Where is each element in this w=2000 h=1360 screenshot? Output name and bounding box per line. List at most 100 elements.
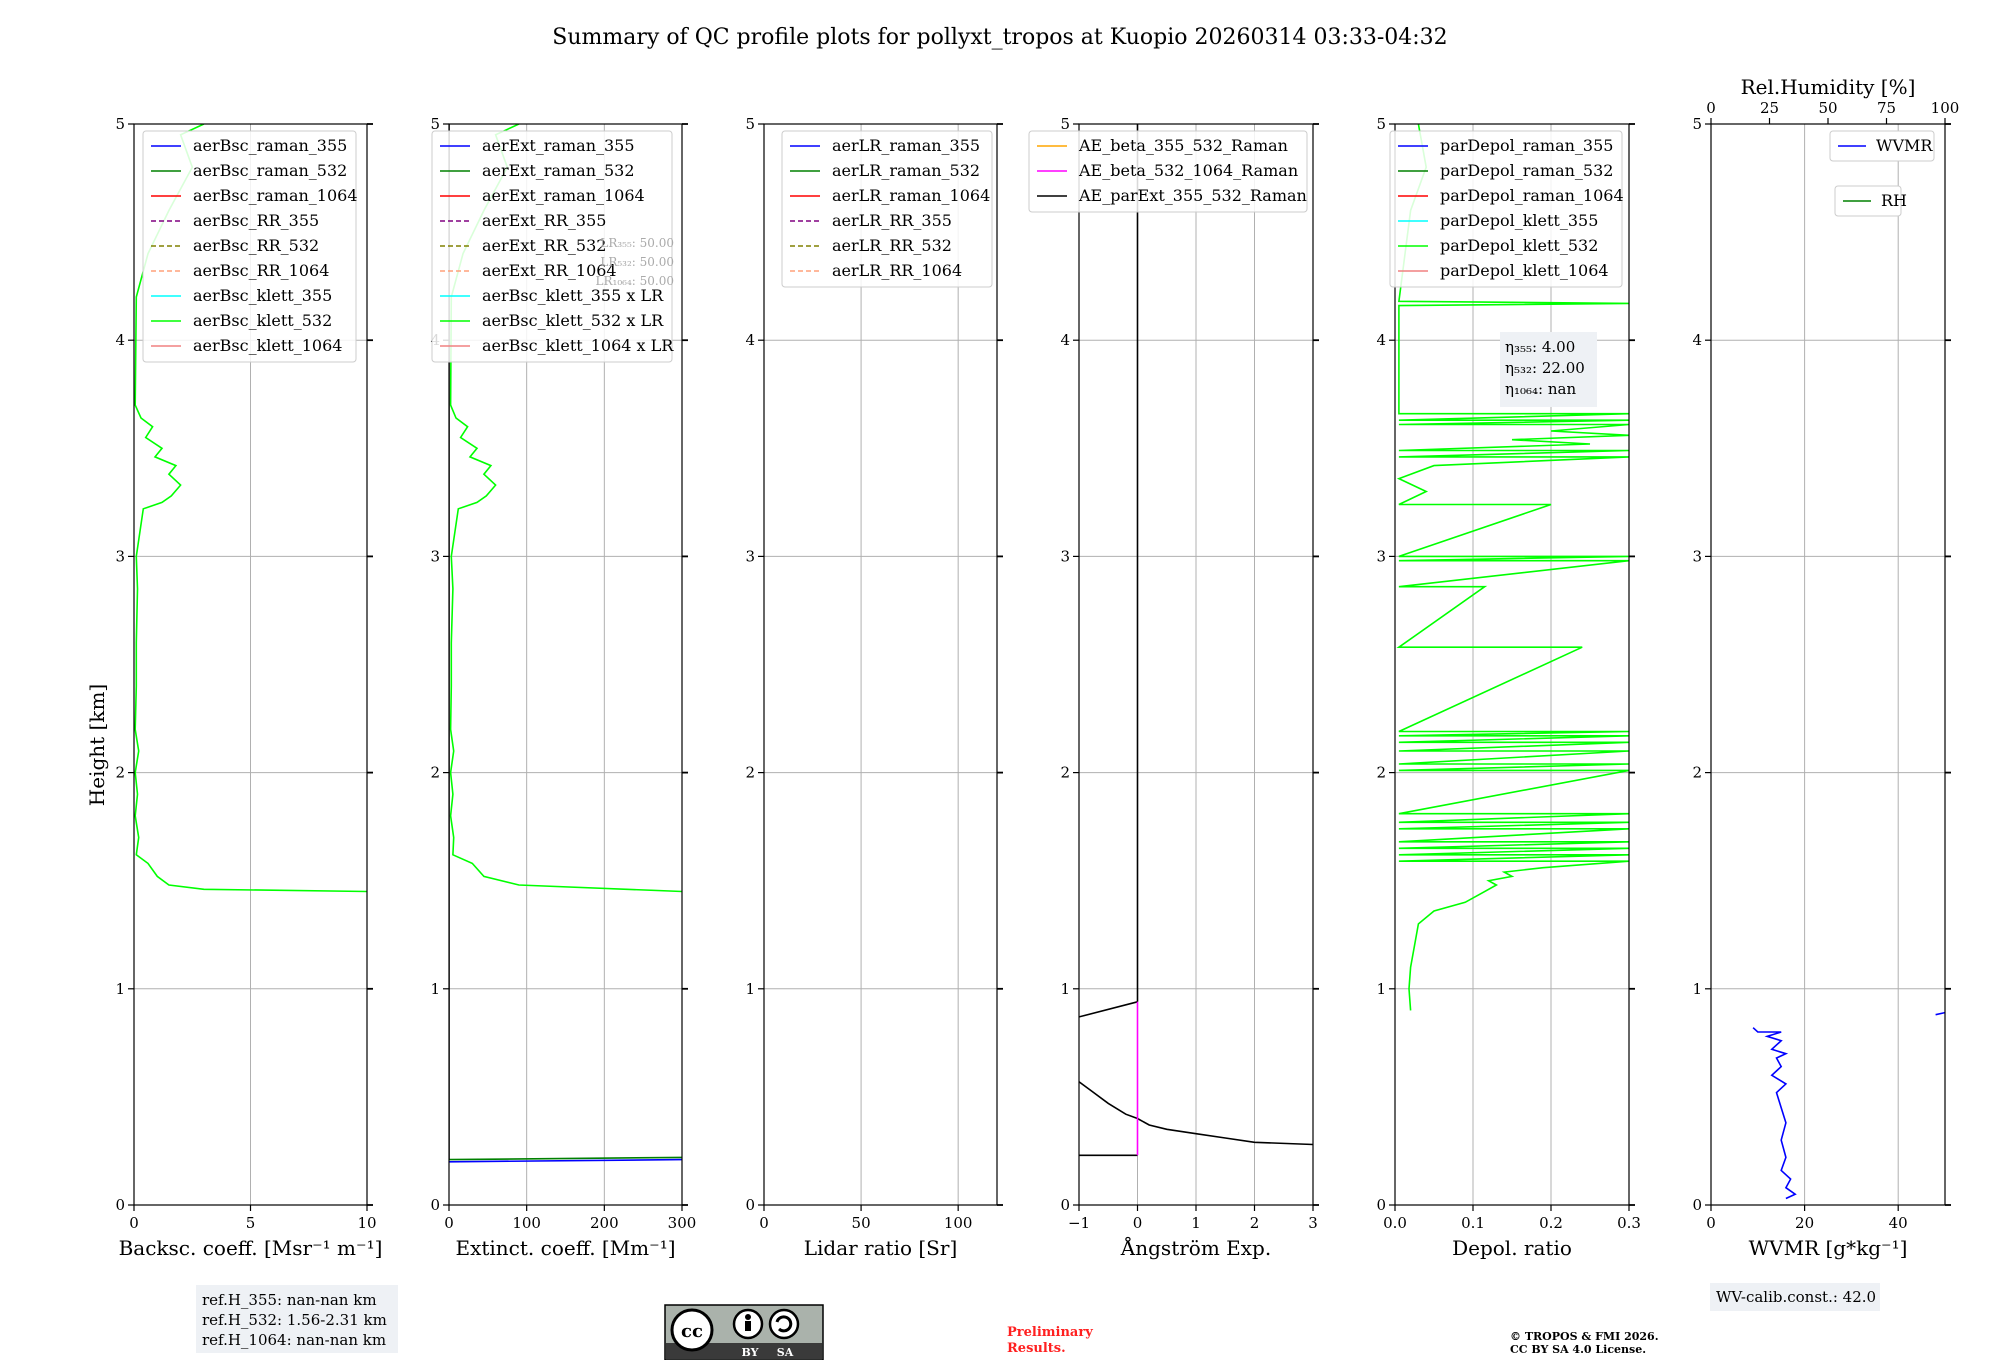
- y-tick-label: 2: [1692, 764, 1702, 782]
- x-tick-label: 10: [357, 1214, 376, 1232]
- x-tick-label: 0: [1706, 1214, 1716, 1232]
- legend-label: aerBsc_klett_355 x LR: [482, 286, 664, 305]
- ref-height-box-bg: [196, 1285, 398, 1353]
- eta-annotation: η₁₀₆₄: nan: [1505, 380, 1576, 398]
- x-tick-label: 0: [444, 1214, 454, 1232]
- series-line-aerbsc-klett-532: [134, 124, 367, 893]
- legend-frame: [1028, 130, 1308, 213]
- copyright-line-1: © TROPOS & FMI 2026.: [1510, 1330, 1659, 1343]
- ref-height-box: ref.H_355: nan-nan km ref.H_532: 1.56-2.…: [196, 1285, 398, 1353]
- legend-label: parDepol_klett_1064: [1440, 261, 1609, 280]
- y-tick-label: 0: [1692, 1196, 1702, 1214]
- legend-label: aerLR_raman_355: [832, 136, 980, 155]
- legend-label: parDepol_raman_355: [1440, 136, 1613, 155]
- y-tick-label: 4: [115, 331, 125, 349]
- legend-label: aerBsc_RR_532: [193, 236, 319, 255]
- y-tick-label: 1: [115, 980, 125, 998]
- series-group: [1752, 1011, 1945, 1200]
- ref-height-355: ref.H_355: nan-nan km: [202, 1291, 377, 1309]
- y-tick-label: 5: [1692, 115, 1702, 133]
- panel-frame: [763, 123, 998, 1206]
- legend-label: aerBsc_raman_355: [193, 136, 347, 155]
- lr-annotation: LR₁₀₆₄: 50.00: [596, 274, 674, 288]
- sa-icon: [768, 1308, 800, 1340]
- y-tick-label: 5: [1060, 115, 1070, 133]
- preliminary-note: Preliminary Results.: [1007, 1325, 1093, 1356]
- legend-frame: [1389, 130, 1623, 288]
- y-tick-label: 0: [1376, 1196, 1386, 1214]
- cc-license-badge[interactable]: cc BY SA: [664, 1304, 824, 1360]
- legend-label: aerBsc_raman_1064: [193, 186, 358, 205]
- x-tick-label: 3: [1308, 1214, 1318, 1232]
- cc-logo-text: cc: [681, 1321, 703, 1342]
- x-tick-label: 0.3: [1617, 1214, 1641, 1232]
- x-tick-label: 50: [852, 1214, 871, 1232]
- legend-label: WVMR: [1876, 136, 1933, 155]
- x-tick-label: 20: [1795, 1214, 1814, 1232]
- legend-label: aerBsc_klett_355: [193, 286, 332, 305]
- legend-label: aerBsc_klett_1064: [193, 336, 342, 355]
- y-tick-label: 0: [115, 1196, 125, 1214]
- legend-label: aerLR_RR_1064: [832, 261, 962, 280]
- x-tick-label: 0: [129, 1214, 139, 1232]
- y-tick-label: 2: [1060, 764, 1070, 782]
- y-tick-label: 4: [1376, 331, 1386, 349]
- series-line-wvmr: [1752, 1027, 1797, 1200]
- legend-label: parDepol_raman_532: [1440, 161, 1613, 180]
- y-tick-label: 3: [1692, 547, 1702, 565]
- legend-label: aerBsc_RR_355: [193, 211, 319, 230]
- series-line-aerext-raman-355: [449, 1158, 682, 1163]
- legend: WVMR RH: [1829, 130, 1935, 217]
- series-group: [1079, 124, 1313, 1157]
- eta-annotation: η₅₃₂: 22.00: [1505, 359, 1585, 377]
- x-tick-label: 0.1: [1461, 1214, 1485, 1232]
- legend-label: aerBsc_klett_1064 x LR: [482, 336, 674, 355]
- y-tick-label: 5: [745, 115, 755, 133]
- x-tick-label: 300: [668, 1214, 697, 1232]
- series-line-ae-high: [1079, 1001, 1138, 1018]
- ref-height-1064: ref.H_1064: nan-nan km: [202, 1331, 386, 1349]
- y-tick-label: 0: [745, 1196, 755, 1214]
- x-tick-label: 0: [759, 1214, 769, 1232]
- x-tick-label: 40: [1889, 1214, 1908, 1232]
- panel-frame: [1710, 123, 1946, 1206]
- by-person-body-icon: [745, 1321, 751, 1331]
- legend: aerBsc_raman_355 aerBsc_raman_532 aerBsc_r…: [142, 130, 358, 363]
- panel-extinction: 0123450100200300Extinct. coeff. [Mm⁻¹]ae…: [430, 115, 696, 1260]
- legend-label: aerLR_RR_532: [832, 236, 952, 255]
- top-x-tick-label: 25: [1760, 99, 1779, 117]
- legend-label: aerBsc_raman_532: [193, 161, 347, 180]
- x-tick-label: 100: [944, 1214, 973, 1232]
- y-tick-label: 4: [1060, 331, 1070, 349]
- x-tick-label: 100: [512, 1214, 541, 1232]
- panel-depolarization: 0 1 2 3 4 5 0.0 0.1 0.2 0.3 Depol. ratio parDepol_r…: [1376, 115, 1640, 1260]
- top-x-tick-label: 75: [1877, 99, 1896, 117]
- x-tick-label: 200: [590, 1214, 619, 1232]
- legend-label: aerBsc_klett_532: [193, 311, 332, 330]
- lr-annotation: LR₃₅₅: 50.00: [600, 236, 674, 250]
- y-tick-label: 4: [745, 331, 755, 349]
- top-x-tick-label: 50: [1818, 99, 1837, 117]
- legend-frame: [142, 130, 357, 363]
- legend-label: aerExt_raman_532: [482, 161, 635, 180]
- legend-label: aerExt_RR_355: [482, 211, 606, 230]
- x-tick-label: 0.0: [1383, 1214, 1407, 1232]
- wv-calib-annotation: WV-calib.const.: 42.0: [1716, 1288, 1876, 1306]
- panel-frame: [1394, 123, 1630, 1206]
- legend-label: aerLR_raman_532: [832, 161, 980, 180]
- legend-label: parDepol_klett_532: [1440, 236, 1598, 255]
- x-tick-label: 2: [1250, 1214, 1260, 1232]
- y-tick-label: 1: [430, 980, 440, 998]
- legend: aerExt_raman_355 aerExt_raman_532 aerExt_r…: [431, 130, 674, 363]
- y-tick-label: 1: [745, 980, 755, 998]
- cc-logo-icon: [670, 1308, 714, 1352]
- legend-label: aerExt_RR_532: [482, 236, 606, 255]
- series-group: [1396, 124, 1629, 1011]
- legend-label: RH: [1881, 191, 1907, 210]
- legend-frame: [431, 130, 673, 363]
- y-tick-label: 1: [1376, 980, 1386, 998]
- figure-title: Summary of QC profile plots for pollyxt_…: [552, 25, 1447, 50]
